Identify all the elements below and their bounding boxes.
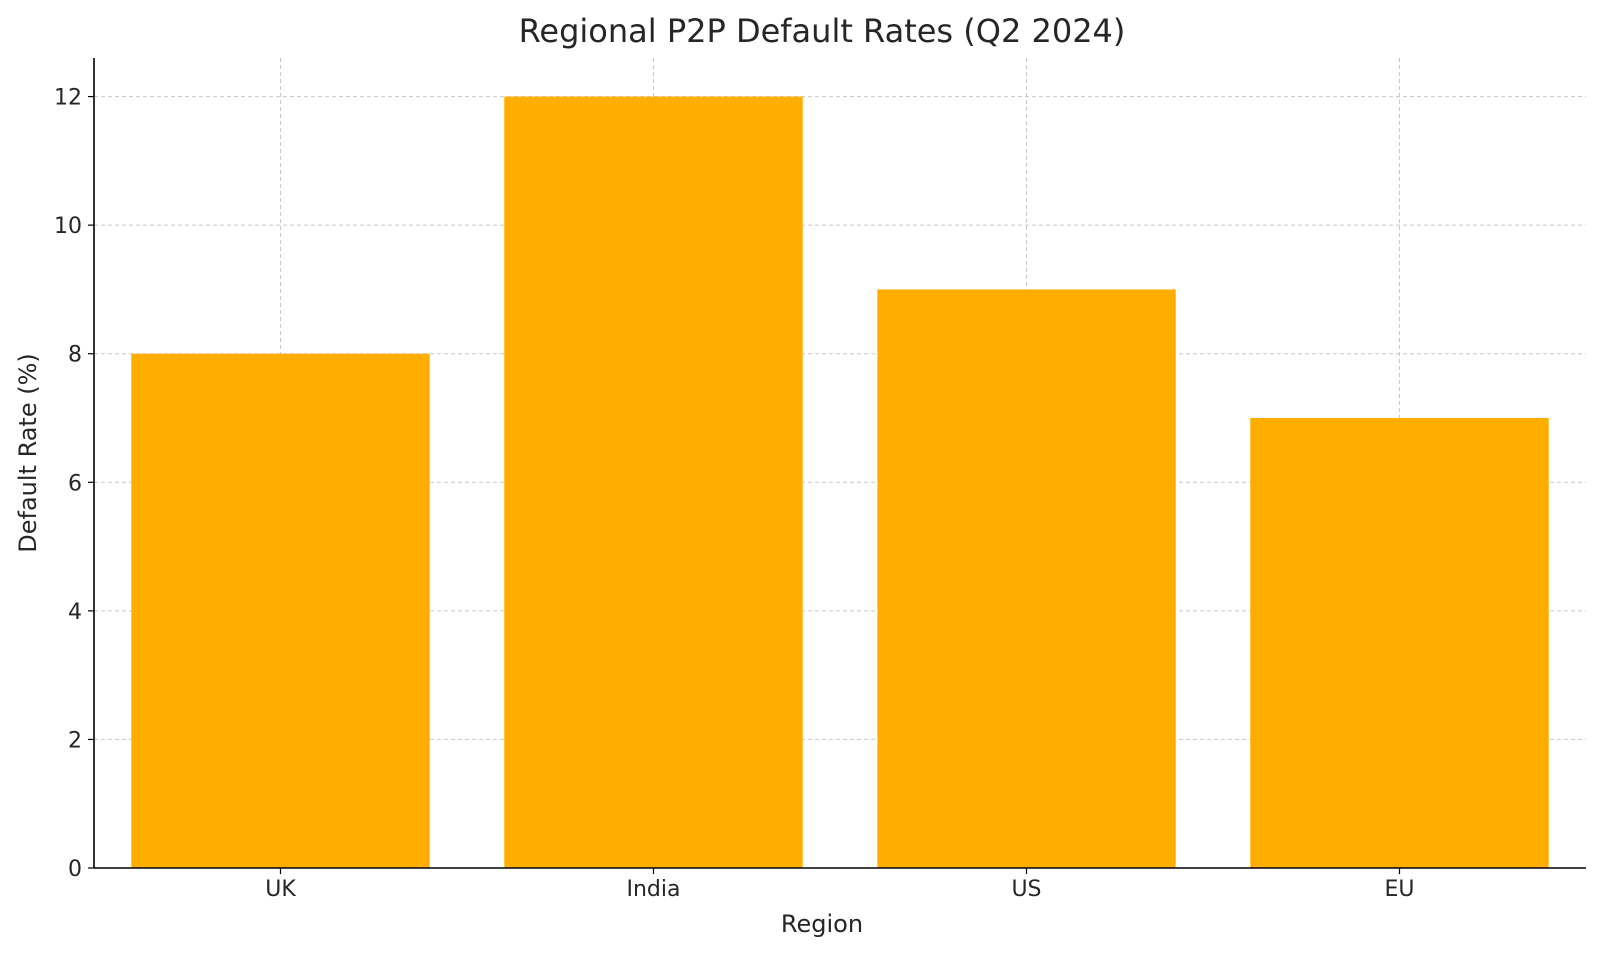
y-axis-label: Default Rate (%) [14,353,42,553]
x-tick-label: India [627,877,681,902]
chart-title: Regional P2P Default Rates (Q2 2024) [519,12,1126,50]
y-tick-label: 10 [54,214,82,239]
axes [93,58,1586,869]
y-tick-label: 4 [68,600,82,625]
tick-labels: 0 2 4 6 8 10 12 UK India US EU [54,86,1415,902]
x-axis-label: Region [781,910,863,938]
bar-india [504,96,803,869]
y-tick-label: 0 [68,857,82,882]
y-tick-label: 12 [54,86,82,111]
x-tick-label: EU [1384,877,1414,902]
x-tick-label: UK [265,877,296,902]
x-tick-label: US [1011,877,1041,902]
y-tick-label: 6 [68,471,82,496]
bar-uk [131,353,430,868]
bar-eu [1250,418,1549,868]
bars [131,96,1549,869]
y-tick-label: 2 [68,728,82,753]
y-tick-label: 8 [68,343,82,368]
bar-us [877,289,1176,868]
